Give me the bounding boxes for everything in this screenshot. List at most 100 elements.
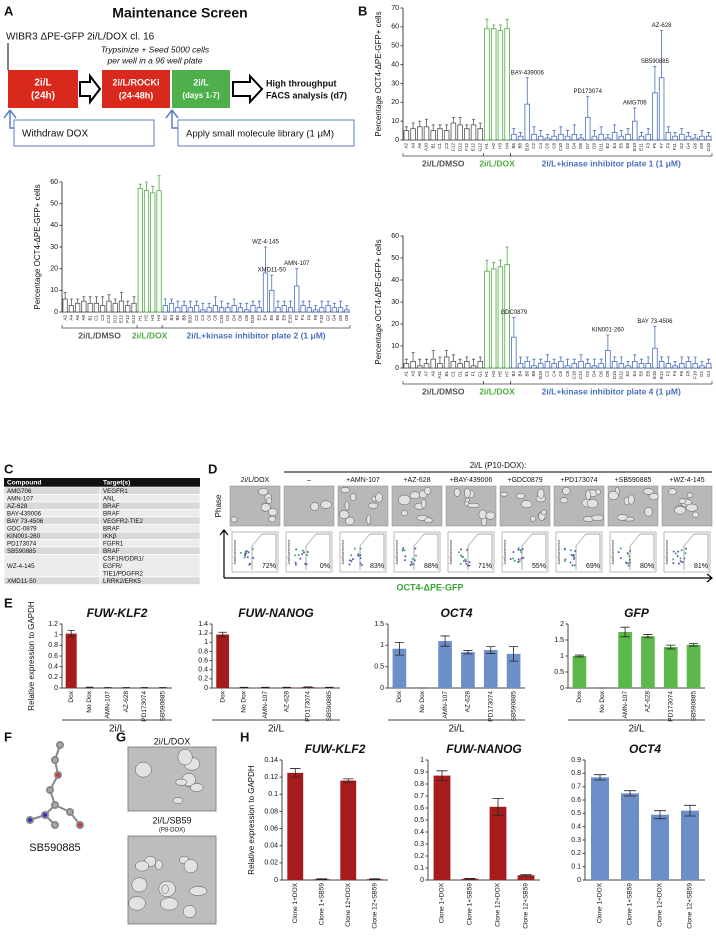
y-tick-label: 20 <box>50 266 58 273</box>
x-tick-label: F3 <box>645 143 650 149</box>
annotation: SB590885 <box>641 59 670 65</box>
error-bar <box>163 298 167 306</box>
facs-y-label: Autofluorescence <box>395 539 399 564</box>
bar <box>287 307 294 313</box>
x-tick-label: F8 <box>313 315 318 321</box>
x-tick-label: D4 <box>592 371 597 377</box>
facs-gate <box>359 533 385 570</box>
colony <box>135 762 152 778</box>
bar <box>663 647 678 688</box>
facs-event <box>564 558 567 561</box>
note-box <box>177 119 355 147</box>
facs-y-label: Autofluorescence <box>341 539 345 564</box>
error-bar <box>138 183 142 189</box>
x-tick-label: C2 <box>531 143 536 149</box>
x-tick-label: F2 <box>294 315 299 321</box>
x-tick-label: PD173074 <box>667 691 674 722</box>
facs-event <box>509 558 512 561</box>
y-tick-label: 0.2 <box>414 853 424 860</box>
bar <box>611 360 618 369</box>
x-tick-label: PD173074 <box>141 691 148 722</box>
bar <box>250 305 256 313</box>
facs-event <box>563 548 566 551</box>
annotation: GDC0879 <box>500 310 527 316</box>
bar <box>531 133 537 141</box>
colony <box>260 503 271 512</box>
y-tick-label: 30 <box>391 80 399 87</box>
x-tick-label: G12 <box>477 143 482 152</box>
y-tick-label: 0.8 <box>414 781 424 788</box>
facs-event <box>457 551 460 554</box>
x-tick-label: H3 <box>491 371 496 377</box>
colony <box>520 500 533 509</box>
x-tick-label: C2 <box>545 371 550 377</box>
x-tick-label: G6 <box>692 143 697 150</box>
colony <box>230 516 238 523</box>
error-bar <box>680 356 684 364</box>
x-tick-label: C6 <box>545 143 550 149</box>
annotation: XMD11-50 <box>258 268 287 274</box>
facs-event <box>402 547 405 550</box>
x-tick-label: SB590885 <box>160 691 167 722</box>
error-bar <box>586 96 590 118</box>
colony <box>674 506 686 515</box>
bar <box>692 363 698 369</box>
bar <box>578 137 584 141</box>
error-bar <box>620 626 630 638</box>
x-tick-label: SB590885 <box>510 691 517 722</box>
x-tick-label: AZ-628 <box>283 691 290 713</box>
error-bar <box>660 356 664 362</box>
error-bar <box>689 643 699 647</box>
error-bar <box>574 654 584 658</box>
x-tick-label: C3 <box>100 315 105 321</box>
bar <box>430 130 436 141</box>
error-bar <box>707 358 711 364</box>
error-bar <box>559 126 563 135</box>
y-tick-label: 0.5 <box>414 817 424 824</box>
x-tick-label: F6 <box>306 315 311 321</box>
error-bar <box>201 302 205 310</box>
bar <box>477 360 484 369</box>
colony <box>515 493 526 499</box>
bar <box>231 305 237 313</box>
chart-title: FUW-NANOG <box>238 606 314 620</box>
bar <box>658 77 665 141</box>
apply-note: Apply small molecule library (1 μM) <box>186 129 334 140</box>
facs-event <box>672 550 675 553</box>
image-note: (P8-DOX) <box>159 828 185 834</box>
error-bar <box>505 18 509 29</box>
facs-event <box>359 554 362 557</box>
x-tick-label: B10 <box>538 371 543 380</box>
bar <box>312 309 319 313</box>
error-bar <box>592 130 597 137</box>
seed-note: Trypsinize + Seed 5000 cells <box>101 44 210 54</box>
error-bar <box>478 122 482 129</box>
x-tick-label: B4 <box>518 371 523 377</box>
facs-plot <box>285 531 333 573</box>
chart-title: FUW-KLF2 <box>87 606 148 620</box>
error-bar <box>492 798 504 816</box>
error-bar <box>276 300 280 308</box>
bar <box>517 363 524 369</box>
facs-y-label: Autofluorescence <box>503 539 507 564</box>
x-tick-label: F12 <box>464 143 469 151</box>
y-tick-label: 1 <box>204 639 208 646</box>
colony <box>182 905 197 918</box>
facs-event <box>569 549 572 552</box>
facs-event <box>301 549 304 552</box>
bar <box>489 806 507 880</box>
facs-event <box>679 560 682 563</box>
facs-event <box>617 551 620 554</box>
bar <box>470 124 477 141</box>
bar <box>571 363 578 369</box>
x-tick-label: G10 <box>706 143 711 152</box>
colony <box>424 517 433 524</box>
bar <box>679 363 685 369</box>
panel-label: F <box>4 729 12 744</box>
error-bar <box>520 874 532 877</box>
facs-event <box>683 557 686 560</box>
facs-event <box>360 564 363 567</box>
colony <box>608 491 619 501</box>
facs-event <box>674 552 677 555</box>
